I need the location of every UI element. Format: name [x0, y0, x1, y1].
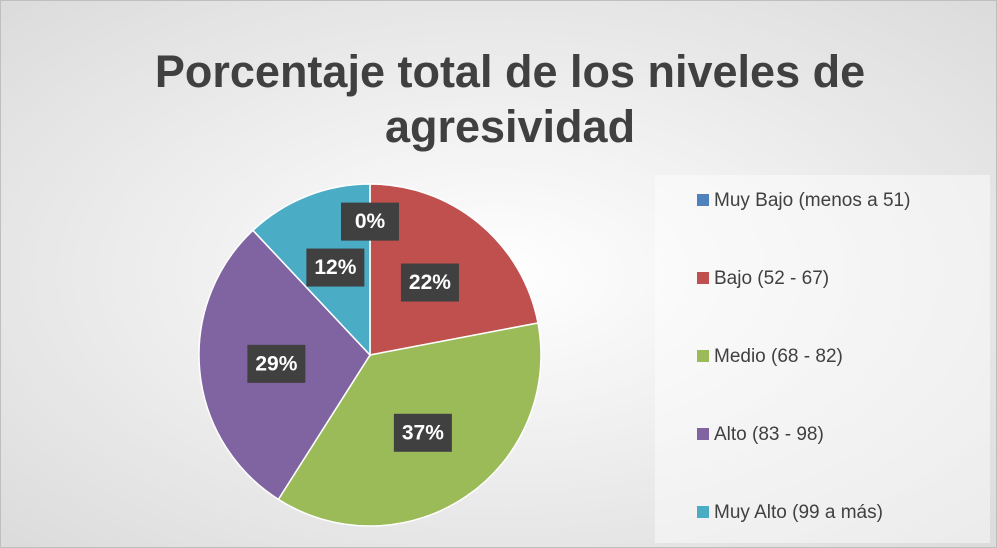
data-label: 0% [355, 210, 386, 233]
legend-swatch [697, 272, 709, 284]
data-label: 37% [402, 421, 444, 444]
data-label-box [393, 413, 452, 452]
legend-label: Muy Alto (99 a más) [714, 502, 883, 523]
legend-label: Muy Bajo (menos a 51) [714, 190, 910, 211]
legend-label: Alto (83 - 98) [714, 424, 824, 445]
data-label-box [400, 263, 459, 302]
data-label: 12% [314, 256, 356, 279]
data-label-box [306, 248, 365, 287]
legend-label: Medio (68 - 82) [714, 346, 843, 367]
legend-background [655, 175, 990, 543]
legend-swatch [697, 428, 709, 440]
data-label: 22% [409, 271, 451, 294]
data-labels: 0% 22% 37% 29% 12% [247, 202, 459, 452]
data-label-box [247, 344, 306, 383]
legend-label: Bajo (52 - 67) [714, 268, 829, 289]
chart-title: Porcentaje total de los niveles de agresi… [155, 46, 865, 152]
legend: Muy Bajo (menos a 51) Bajo (52 - 67) Medio… [697, 190, 910, 523]
data-label: 29% [255, 352, 297, 375]
data-label-box [341, 202, 399, 241]
legend-swatch [697, 194, 709, 206]
legend-swatch [697, 506, 709, 518]
legend-swatch [697, 350, 709, 362]
